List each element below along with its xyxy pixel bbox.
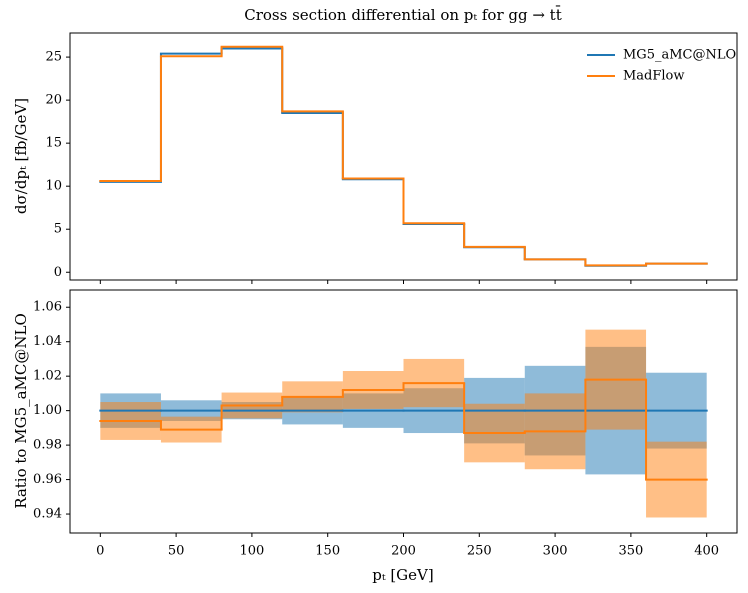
y-axis-label: Ratio to MG5_aMC@NLO: [12, 313, 30, 509]
y-tick-label: 0.94: [33, 507, 62, 522]
y-tick-label: 15: [45, 136, 62, 151]
y-tick-label: 0.96: [33, 472, 62, 487]
y-tick-label: 20: [45, 93, 62, 108]
y-axis-label: dσ/dpₜ [fb/GeV]: [12, 98, 30, 214]
legend-label: MG5_aMC@NLO: [623, 48, 736, 63]
x-tick-label: 150: [315, 544, 340, 559]
y-tick-label: 25: [45, 50, 62, 65]
legend-label: MadFlow: [623, 69, 685, 84]
x-tick-label: 0: [96, 544, 104, 559]
y-tick-label: 1.04: [33, 334, 62, 349]
x-tick-label: 100: [239, 544, 264, 559]
x-tick-label: 250: [467, 544, 492, 559]
x-tick-label: 300: [543, 544, 568, 559]
x-axis-label: pₜ [GeV]: [372, 566, 433, 584]
y-tick-label: 0.98: [33, 438, 62, 453]
y-tick-label: 5: [54, 222, 62, 237]
x-tick-label: 200: [391, 544, 416, 559]
chart-title: Cross section differential on pₜ for gg …: [244, 6, 562, 24]
y-tick-label: 10: [45, 179, 62, 194]
y-tick-label: 1.02: [33, 369, 62, 384]
y-tick-label: 0: [54, 265, 62, 280]
x-tick-label: 400: [694, 544, 719, 559]
x-tick-label: 350: [618, 544, 643, 559]
y-tick-label: 1.00: [33, 403, 62, 418]
y-tick-label: 1.06: [33, 300, 62, 315]
x-tick-label: 50: [168, 544, 185, 559]
